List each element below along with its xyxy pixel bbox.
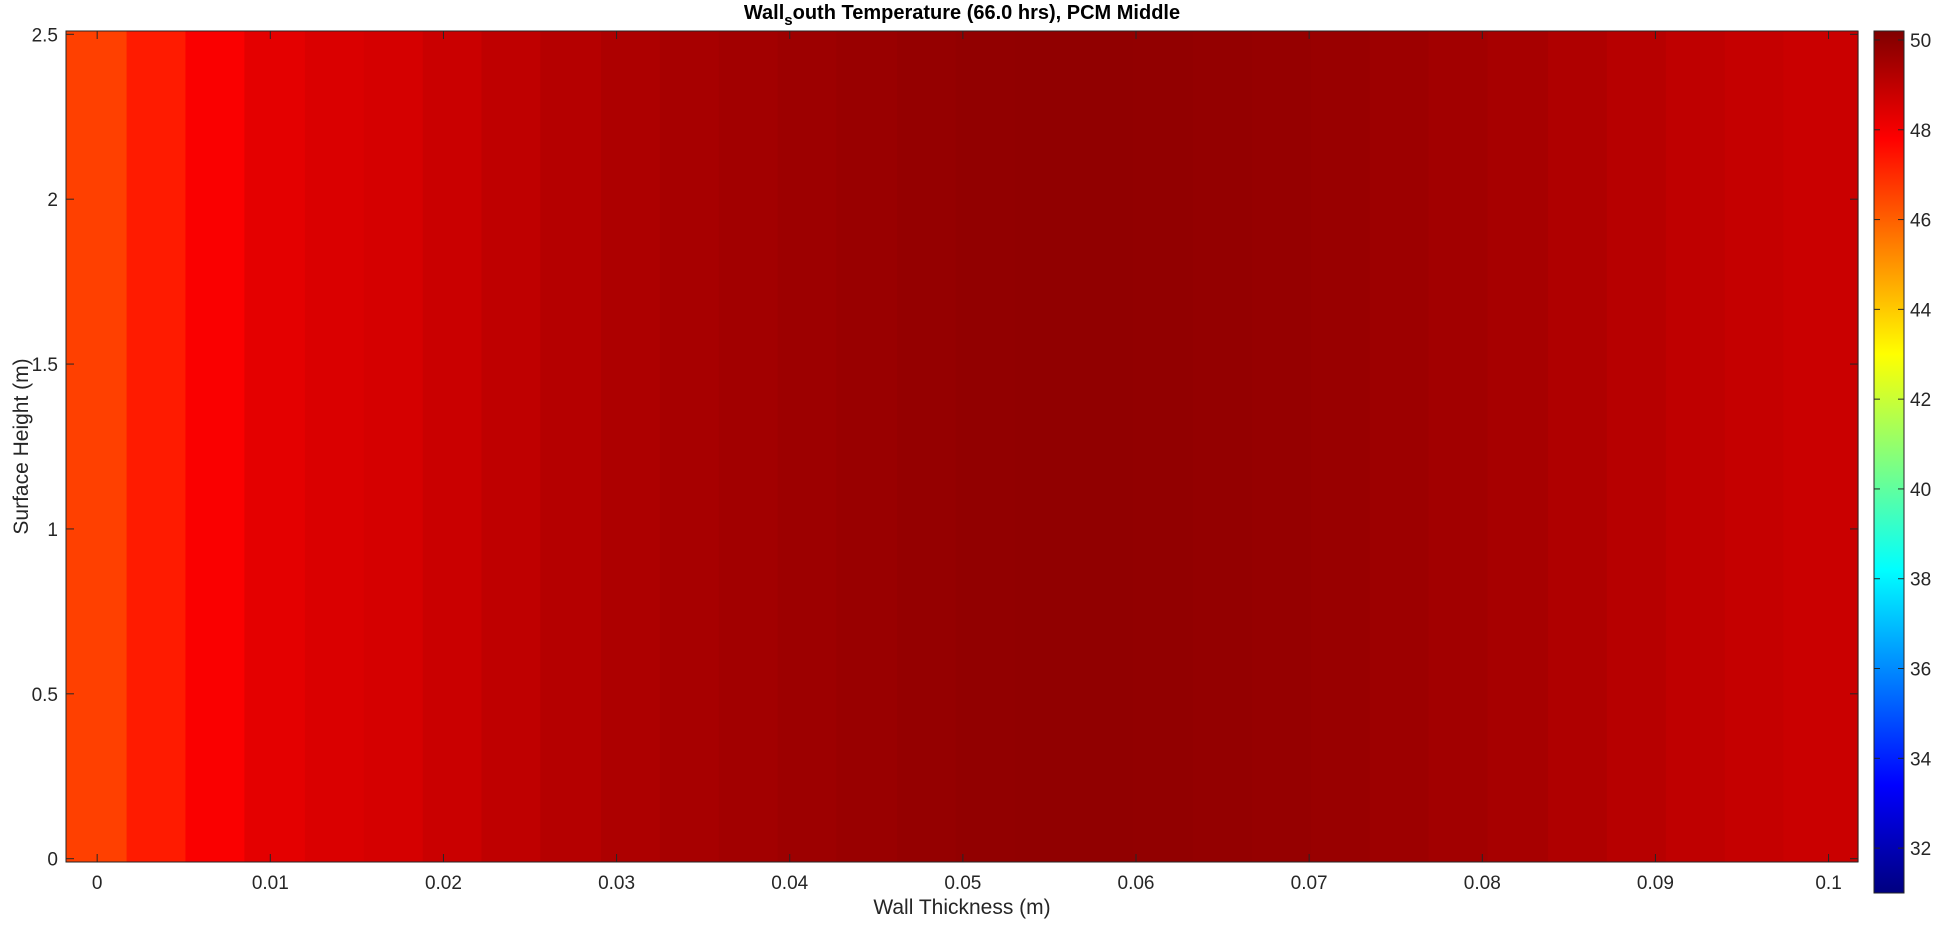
x-tick-label: 0.1 bbox=[1815, 873, 1841, 894]
colorbar-tick-label: 32 bbox=[1910, 839, 1931, 860]
heatmap-cell bbox=[1548, 31, 1608, 862]
colorbar-tick-label: 50 bbox=[1910, 31, 1931, 52]
colorbar-tick-label: 48 bbox=[1910, 121, 1931, 142]
colorbar-tick-label: 44 bbox=[1910, 300, 1932, 321]
x-axis-label: Wall Thickness (m) bbox=[873, 896, 1050, 919]
x-tick-label: 0.05 bbox=[944, 873, 981, 894]
title-rest: outh Temperature (66.0 hrs), PCM Middle bbox=[793, 2, 1180, 24]
heatmap-cell bbox=[718, 31, 779, 862]
heatmap-cell bbox=[1252, 31, 1312, 862]
heatmap-cell bbox=[244, 31, 306, 862]
title-main: Wall bbox=[744, 2, 784, 24]
y-axis: 0 0.5 1 1.5 2 2.5 bbox=[32, 25, 1858, 871]
y-tick-label: 1.5 bbox=[32, 355, 58, 376]
x-tick-label: 0.09 bbox=[1637, 873, 1674, 894]
heatmap-cell bbox=[422, 31, 483, 862]
heatmap-cell bbox=[1193, 31, 1253, 862]
heatmap-cell bbox=[363, 31, 424, 862]
y-tick-label: 0 bbox=[47, 850, 58, 871]
y-tick-label: 2.5 bbox=[32, 25, 58, 46]
x-tick-label: 0 bbox=[92, 873, 103, 894]
colorbar-bar bbox=[1873, 30, 1905, 894]
heatmap-cell bbox=[1014, 31, 1075, 862]
heatmap-cell bbox=[1310, 31, 1371, 862]
colorbar-tick-label: 40 bbox=[1910, 480, 1931, 501]
y-tick-label: 1 bbox=[47, 520, 58, 541]
colorbar-tick-label: 36 bbox=[1910, 660, 1931, 681]
heatmap-cell bbox=[1606, 31, 1667, 862]
colorbar-tick-label: 46 bbox=[1910, 211, 1931, 232]
heatmap-cell bbox=[955, 31, 1016, 862]
heatmap-cell bbox=[1724, 31, 1785, 862]
colorbar-tick-label: 38 bbox=[1910, 570, 1931, 591]
heatmap-cell bbox=[601, 31, 661, 862]
heatmap-cell bbox=[1369, 31, 1430, 862]
heatmap-cell bbox=[540, 31, 602, 862]
colorbar: 32 34 36 38 40 42 44 46 48 50 bbox=[1873, 30, 1932, 894]
x-tick-label: 0.02 bbox=[425, 873, 462, 894]
heatmap-cell bbox=[185, 31, 245, 862]
chart-title: Wallsouth Temperature (66.0 hrs), PCM Mi… bbox=[744, 2, 1180, 29]
heatmap-cell bbox=[126, 31, 187, 862]
heatmap-cell bbox=[1487, 31, 1549, 862]
x-axis: 0 0.01 0.02 0.03 0.04 0.05 0.06 0.07 0.08 0.09 0.1 bbox=[92, 31, 1842, 894]
heatmap-cell bbox=[1783, 31, 1859, 862]
x-tick-label: 0.08 bbox=[1464, 873, 1501, 894]
x-tick-label: 0.03 bbox=[598, 873, 635, 894]
heatmap-cell bbox=[304, 31, 365, 862]
heatmap-cell bbox=[659, 31, 720, 862]
y-axis-label: Surface Height (m) bbox=[10, 358, 33, 534]
x-tick-label: 0.06 bbox=[1118, 873, 1155, 894]
heatmap-cell bbox=[66, 31, 128, 862]
heatmap-cells bbox=[66, 31, 1859, 862]
x-tick-label: 0.04 bbox=[771, 873, 808, 894]
heatmap-cell bbox=[1073, 31, 1134, 862]
heatmap-cell bbox=[836, 31, 898, 862]
x-tick-label: 0.07 bbox=[1291, 873, 1328, 894]
heatmap-cell bbox=[777, 31, 838, 862]
heatmap-cell bbox=[897, 31, 957, 862]
colorbar-tick-label: 34 bbox=[1910, 749, 1932, 770]
heatmap-cell bbox=[1132, 31, 1194, 862]
colorbar-tick-label: 42 bbox=[1910, 390, 1931, 411]
heatmap-cell bbox=[481, 31, 542, 862]
x-tick-label: 0.01 bbox=[252, 873, 289, 894]
plot-frame bbox=[65, 30, 1859, 863]
y-tick-label: 0.5 bbox=[32, 685, 58, 706]
y-tick-label: 2 bbox=[47, 190, 58, 211]
title-subscript: s bbox=[784, 12, 792, 29]
heatmap-cell bbox=[1428, 31, 1489, 862]
heatmap-cell bbox=[1665, 31, 1726, 862]
